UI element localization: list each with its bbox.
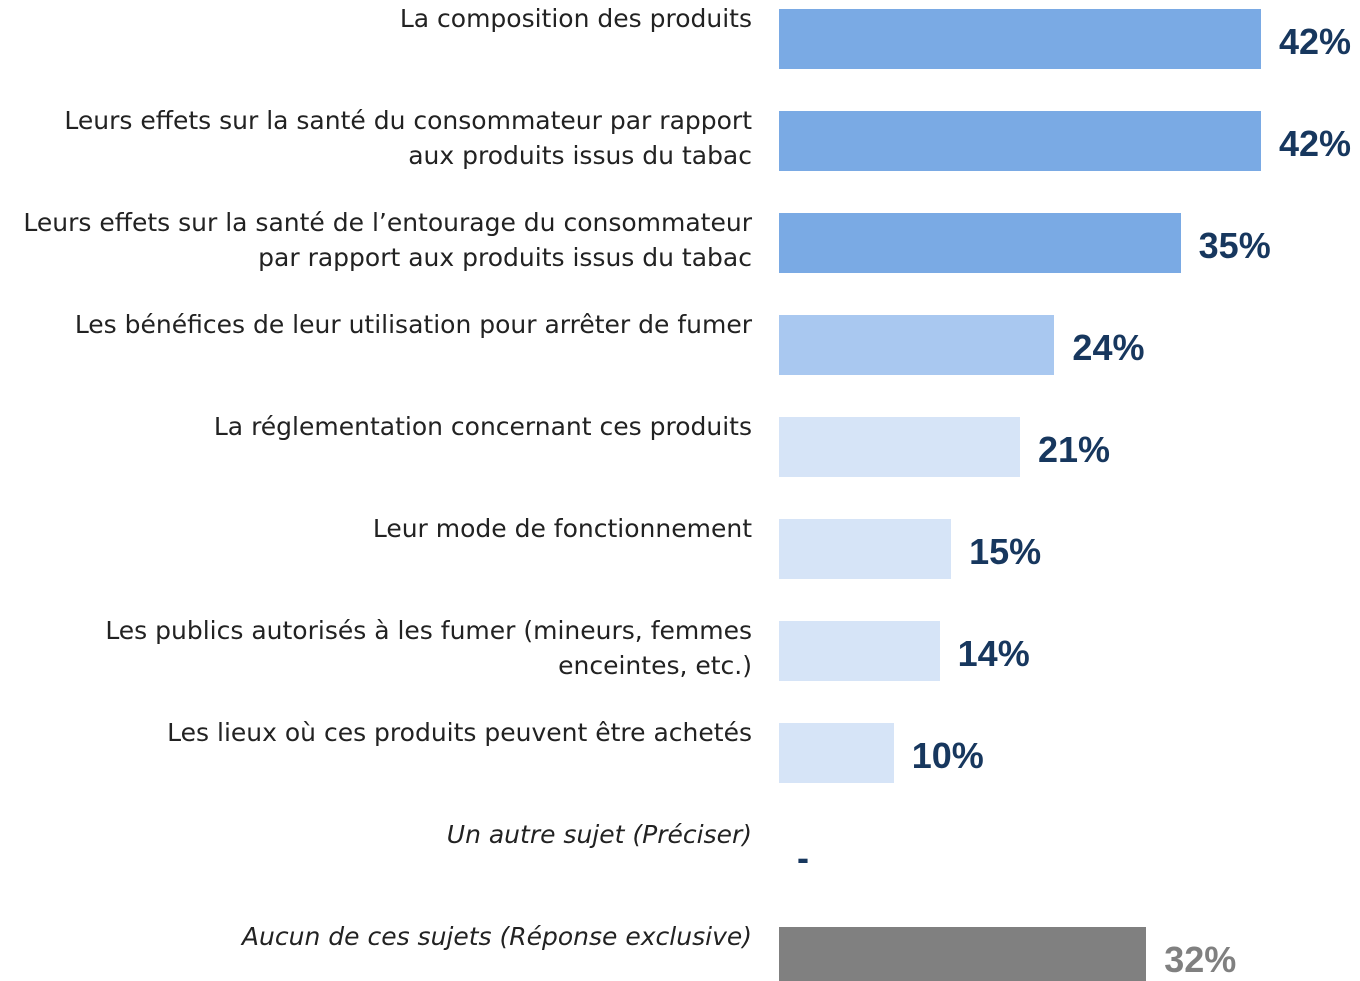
value-label: 32%: [1164, 939, 1237, 980]
value-label: 35%: [1198, 225, 1271, 266]
category-label: Aucun de ces sujets (Réponse exclusive): [241, 922, 752, 951]
value-label: 42%: [1279, 21, 1352, 62]
category-label: Leurs effets sur la santé de l’entourage…: [23, 208, 752, 272]
value-label: 15%: [969, 531, 1042, 572]
category-label: Leurs effets sur la santé du consommateu…: [64, 106, 752, 170]
value-label: 24%: [1072, 327, 1145, 368]
bar: [779, 9, 1261, 69]
bar: [779, 621, 940, 681]
bar: [779, 111, 1261, 171]
bar: [779, 519, 952, 579]
category-label: Les lieux où ces produits peuvent être a…: [167, 718, 752, 747]
category-label: Les publics autorisés à les fumer (mineu…: [105, 616, 752, 680]
bar: [779, 213, 1181, 273]
category-label: Les bénéfices de leur utilisation pour a…: [74, 310, 752, 339]
value-label: 21%: [1038, 429, 1111, 470]
value-label: 42%: [1279, 123, 1352, 164]
value-label: 10%: [911, 735, 984, 776]
bar: [779, 723, 894, 783]
category-label: Leur mode de fonctionnement: [372, 514, 752, 543]
category-label: La réglementation concernant ces produit…: [213, 412, 752, 441]
category-label: Un autre sujet (Préciser): [446, 820, 752, 849]
category-label: La composition des produits: [399, 4, 752, 33]
bar: [779, 417, 1020, 477]
bar: [779, 927, 1147, 981]
value-label: -: [797, 837, 809, 878]
bar: [779, 315, 1055, 375]
value-label: 14%: [957, 633, 1030, 674]
